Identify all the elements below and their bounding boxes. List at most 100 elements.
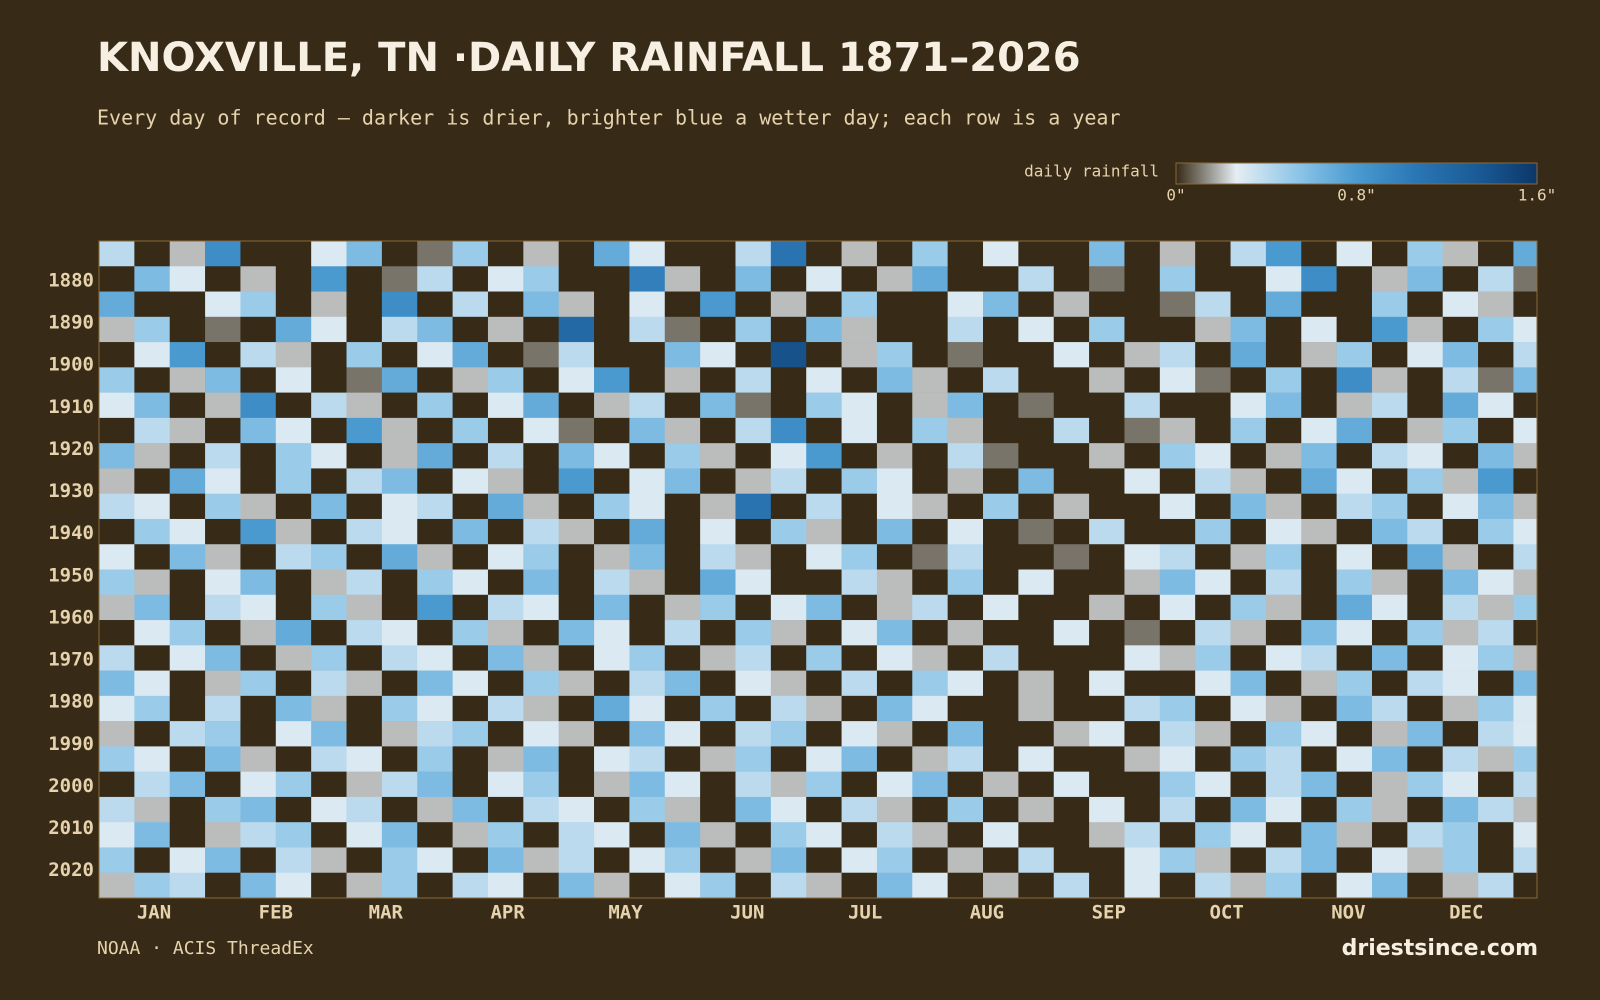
- heatmap-cell: [99, 367, 135, 393]
- heatmap-cell: [523, 847, 559, 874]
- heatmap-cell: [205, 746, 241, 772]
- heatmap-cell: [1159, 291, 1196, 318]
- heatmap-cell: [417, 620, 453, 646]
- heatmap-cell: [1478, 670, 1514, 697]
- heatmap-cell: [1018, 518, 1055, 545]
- heatmap-cell: [169, 822, 206, 848]
- heatmap-cell: [629, 316, 666, 343]
- heatmap-cell: [558, 645, 595, 671]
- heatmap-cell: [523, 594, 559, 621]
- heatmap-cell: [134, 417, 171, 444]
- heatmap-cell: [205, 392, 241, 419]
- heatmap-cell: [240, 468, 277, 494]
- heatmap-cell: [1124, 746, 1161, 772]
- heatmap-cell: [311, 392, 347, 419]
- heatmap-cell: [1124, 796, 1161, 823]
- heatmap-cell: [558, 544, 595, 570]
- heatmap-cell: [275, 291, 312, 318]
- chart-title: KNOXVILLE, TN ·DAILY RAINFALL 1871–2026: [97, 35, 1081, 81]
- heatmap-cell: [99, 443, 135, 469]
- heatmap-cell: [275, 771, 312, 798]
- heatmap-cell: [594, 645, 630, 671]
- heatmap-cell: [629, 771, 666, 798]
- heatmap-cell: [381, 872, 418, 899]
- heatmap-cell: [1301, 417, 1337, 444]
- heatmap-cell: [1513, 746, 1538, 772]
- heatmap-cell: [770, 771, 807, 798]
- heatmap-cell: [947, 746, 984, 772]
- heatmap-cell: [1230, 645, 1267, 671]
- heatmap-cell: [381, 367, 418, 393]
- heatmap-cell: [1265, 872, 1302, 899]
- heatmap-cell: [664, 241, 701, 267]
- heatmap-cell: [381, 569, 418, 596]
- heatmap-cell: [594, 847, 630, 874]
- heatmap-cell: [1301, 544, 1337, 570]
- heatmap-cell: [523, 721, 559, 747]
- heatmap-cell: [240, 342, 277, 368]
- heatmap-cell: [983, 872, 1019, 899]
- heatmap-cell: [912, 721, 948, 747]
- heatmap-cell: [770, 847, 807, 874]
- heatmap-cell: [99, 721, 135, 747]
- x-tick-label: JUN: [730, 902, 764, 924]
- heatmap-cell: [311, 342, 347, 368]
- heatmap-cell: [1336, 822, 1373, 848]
- heatmap-cell: [240, 796, 277, 823]
- heatmap-cell: [1301, 241, 1337, 267]
- heatmap-cell: [99, 771, 135, 798]
- heatmap-cell: [700, 291, 736, 318]
- heatmap-cell: [770, 392, 807, 419]
- heatmap-cell: [594, 695, 630, 722]
- heatmap-cell: [1265, 746, 1302, 772]
- colorbar: [1175, 162, 1538, 185]
- heatmap-cell: [1018, 417, 1055, 444]
- heatmap-cell: [275, 443, 312, 469]
- heatmap-cell: [876, 316, 913, 343]
- heatmap-cell: [912, 266, 948, 292]
- x-tick-label: OCT: [1209, 902, 1243, 924]
- heatmap-cell: [1336, 468, 1373, 494]
- heatmap-cell: [700, 518, 736, 545]
- heatmap-cell: [594, 241, 630, 267]
- heatmap-cell: [311, 594, 347, 621]
- heatmap-cell: [1442, 443, 1479, 469]
- heatmap-cell: [346, 796, 383, 823]
- heatmap-cell: [381, 518, 418, 545]
- heatmap-cell: [487, 417, 524, 444]
- heatmap-cell: [558, 241, 595, 267]
- heatmap-cell: [912, 342, 948, 368]
- heatmap-cell: [594, 771, 630, 798]
- heatmap-cell: [1195, 645, 1231, 671]
- heatmap-cell: [311, 847, 347, 874]
- heatmap-cell: [735, 872, 772, 899]
- y-tick-label: 2020: [48, 859, 94, 881]
- heatmap-cell: [629, 544, 666, 570]
- heatmap-cell: [311, 443, 347, 469]
- heatmap-cell: [240, 367, 277, 393]
- heatmap-cell: [1195, 569, 1231, 596]
- heatmap-cell: [1159, 620, 1196, 646]
- heatmap-cell: [275, 594, 312, 621]
- heatmap-cell: [558, 695, 595, 722]
- heatmap-cell: [1371, 392, 1408, 419]
- heatmap-cell: [205, 695, 241, 722]
- heatmap-cell: [1407, 872, 1444, 899]
- heatmap-cell: [558, 316, 595, 343]
- heatmap-cell: [983, 518, 1019, 545]
- heatmap-cell: [311, 721, 347, 747]
- y-tick-label: 1890: [48, 312, 94, 334]
- heatmap-cell: [523, 746, 559, 772]
- heatmap-cell: [629, 721, 666, 747]
- heatmap-cell: [487, 544, 524, 570]
- colorbar-tick-label: 0.8": [1337, 186, 1376, 205]
- heatmap-cell: [1301, 620, 1337, 646]
- heatmap-cell: [275, 796, 312, 823]
- heatmap-cell: [169, 796, 206, 823]
- heatmap-cell: [134, 569, 171, 596]
- heatmap-cell: [770, 721, 807, 747]
- heatmap-cell: [1089, 493, 1125, 520]
- heatmap-cell: [983, 291, 1019, 318]
- heatmap-cell: [1478, 594, 1514, 621]
- heatmap-cell: [806, 721, 842, 747]
